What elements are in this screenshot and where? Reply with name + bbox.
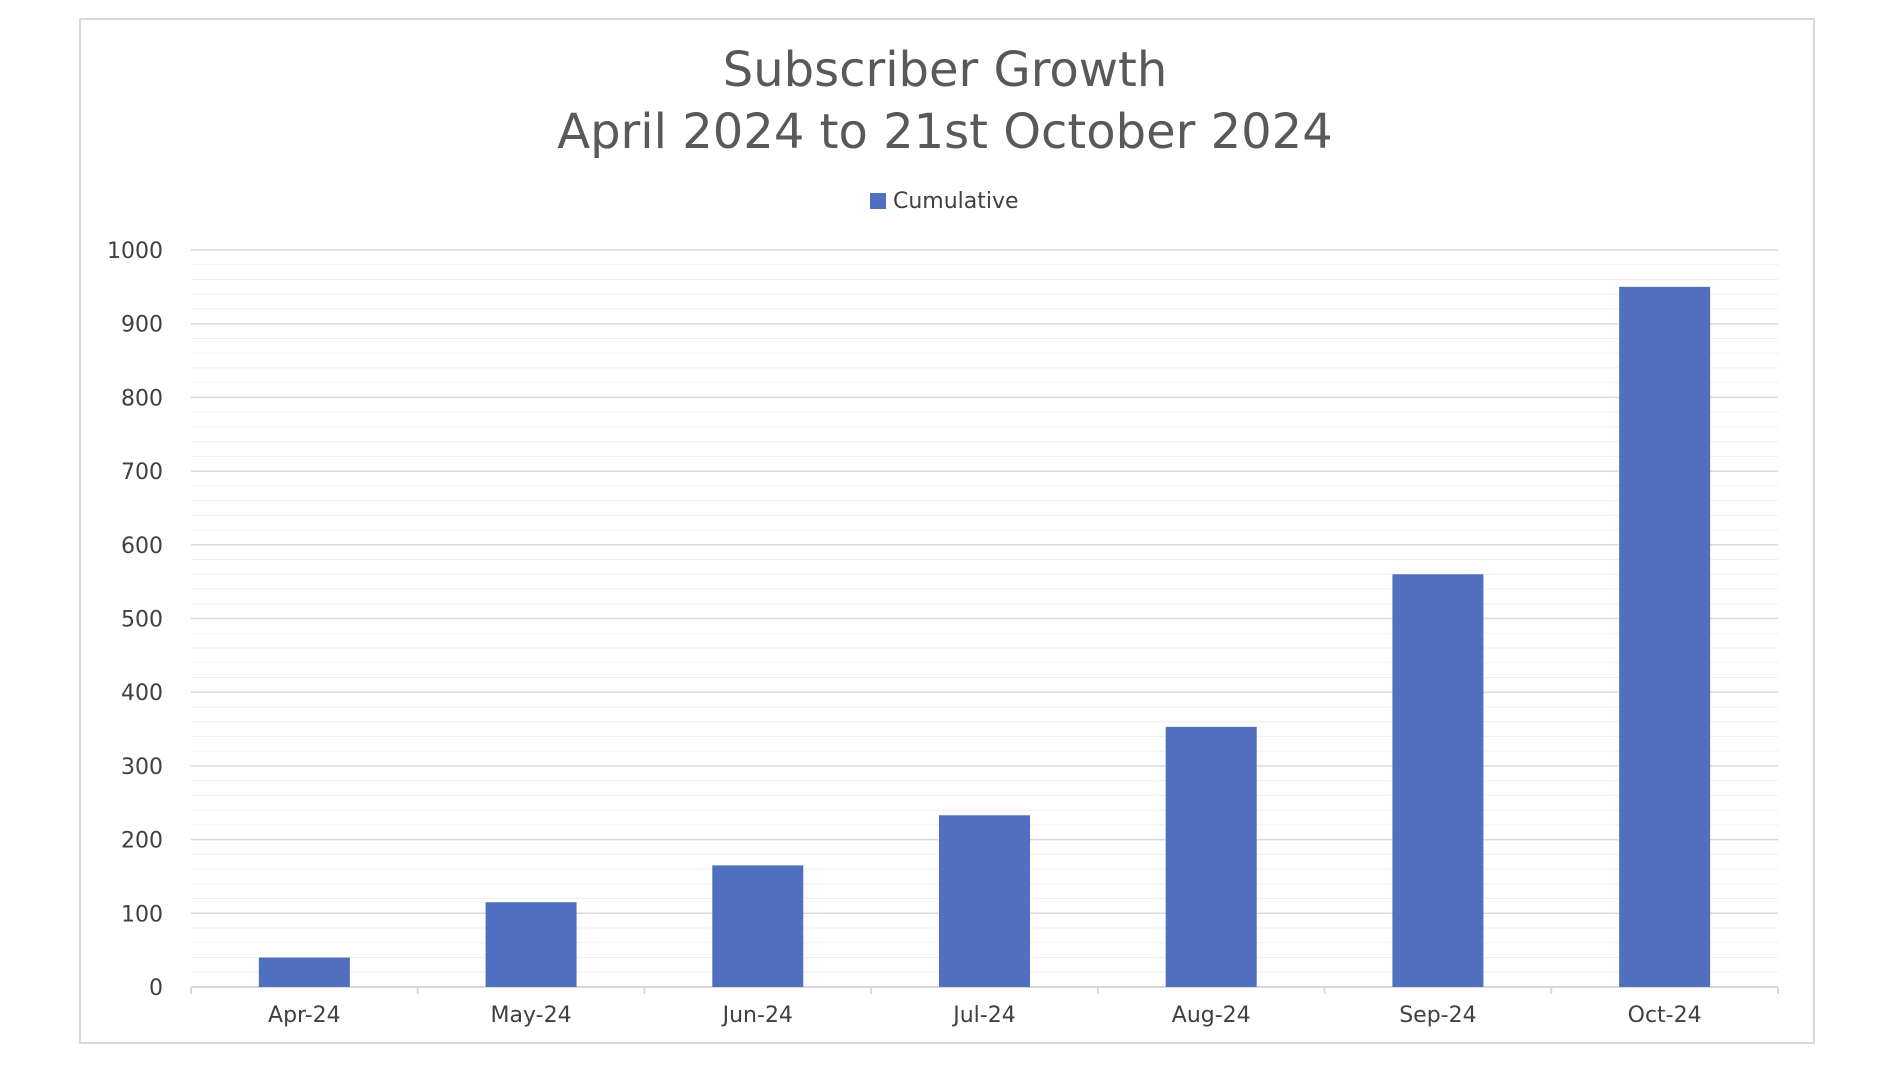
x-tick-label: Sep-24 (1399, 1003, 1476, 1028)
bar-aug-24 (1165, 726, 1257, 987)
chart-subtitle: April 2024 to 21st October 2024 (557, 104, 1333, 160)
y-tick-label: 900 (121, 313, 163, 338)
y-tick-label: 500 (121, 608, 163, 633)
x-tick-label: Aug-24 (1172, 1003, 1251, 1028)
x-tick-label: Apr-24 (268, 1003, 341, 1028)
x-tick-label: May-24 (491, 1003, 572, 1028)
y-tick-label: 600 (121, 534, 163, 559)
legend-swatch (870, 193, 886, 209)
bar-jun-24 (712, 865, 804, 987)
y-tick-label: 800 (121, 386, 163, 411)
y-tick-label: 1000 (107, 239, 163, 264)
bar-sep-24 (1392, 574, 1484, 987)
bar-apr-24 (258, 957, 350, 987)
y-tick-label: 300 (121, 755, 163, 780)
y-tick-label: 400 (121, 681, 163, 706)
x-tick-label: Jul-24 (951, 1003, 1015, 1028)
bar-may-24 (485, 902, 577, 987)
plot-area: 0 100 200 300 400 500 600 700 800 900 1000 Apr-24 Ma… (107, 239, 1779, 1028)
x-tick-label: Jun-24 (721, 1003, 793, 1028)
y-tick-label: 0 (149, 976, 163, 1001)
y-tick-label: 700 (121, 460, 163, 485)
bar-oct-24 (1619, 286, 1711, 988)
x-tick-label: Oct-24 (1628, 1003, 1702, 1028)
y-tick-label: 100 (121, 902, 163, 927)
legend: Cumulative (870, 189, 1019, 214)
y-tick-label: 200 (121, 829, 163, 854)
legend-label: Cumulative (893, 189, 1019, 214)
bar-jul-24 (939, 815, 1030, 987)
chart-title: Subscriber Growth (723, 42, 1168, 98)
